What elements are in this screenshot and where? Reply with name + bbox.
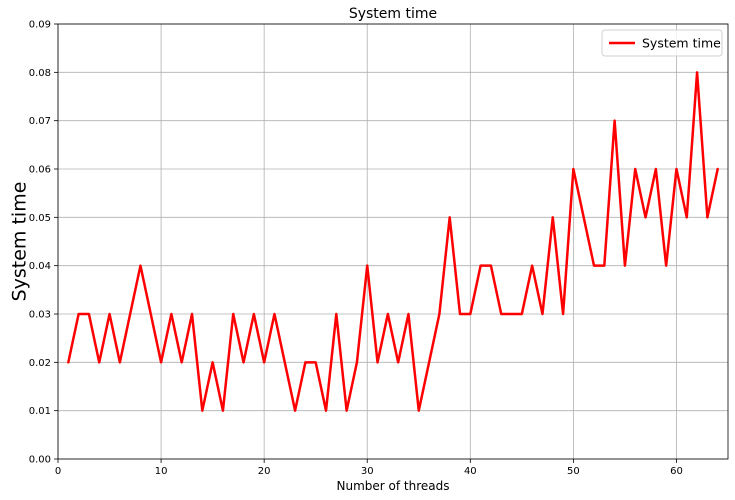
y-tick-label: 0.02 bbox=[29, 358, 51, 369]
x-tick-label: 40 bbox=[464, 466, 477, 477]
y-tick-label: 0.04 bbox=[29, 261, 51, 272]
y-tick-label: 0.06 bbox=[29, 165, 51, 176]
series-layer bbox=[67, 71, 719, 412]
x-tick-label: 0 bbox=[55, 466, 61, 477]
x-tick-label: 60 bbox=[670, 466, 683, 477]
x-axis-ticks: 0 10 20 30 40 50 60 bbox=[55, 459, 683, 477]
series-line-system-time bbox=[67, 71, 719, 412]
x-tick-label: 10 bbox=[155, 466, 168, 477]
y-axis-label: System time bbox=[9, 182, 31, 302]
chart-title: System time bbox=[349, 6, 437, 22]
y-tick-label: 0.05 bbox=[29, 213, 51, 224]
x-tick-label: 30 bbox=[361, 466, 374, 477]
plot-frame bbox=[57, 23, 729, 460]
y-tick-label: 0.09 bbox=[29, 20, 51, 31]
y-tick-label: 0.03 bbox=[29, 310, 51, 321]
y-tick-label: 0.07 bbox=[29, 116, 51, 127]
legend: System time bbox=[601, 29, 723, 57]
x-tick-label: 20 bbox=[258, 466, 271, 477]
y-axis-ticks: 0.00 0.01 0.02 0.03 0.04 0.05 0.06 0.07 0.08 0.09 bbox=[29, 20, 58, 466]
x-axis-label: Number of threads bbox=[337, 479, 450, 493]
x-tick-label: 50 bbox=[567, 466, 580, 477]
y-tick-label: 0.01 bbox=[29, 406, 51, 417]
legend-entry-label: System time bbox=[642, 36, 721, 51]
y-tick-label: 0.00 bbox=[29, 455, 51, 466]
y-tick-label: 0.08 bbox=[29, 68, 51, 79]
legend-box bbox=[601, 29, 723, 57]
